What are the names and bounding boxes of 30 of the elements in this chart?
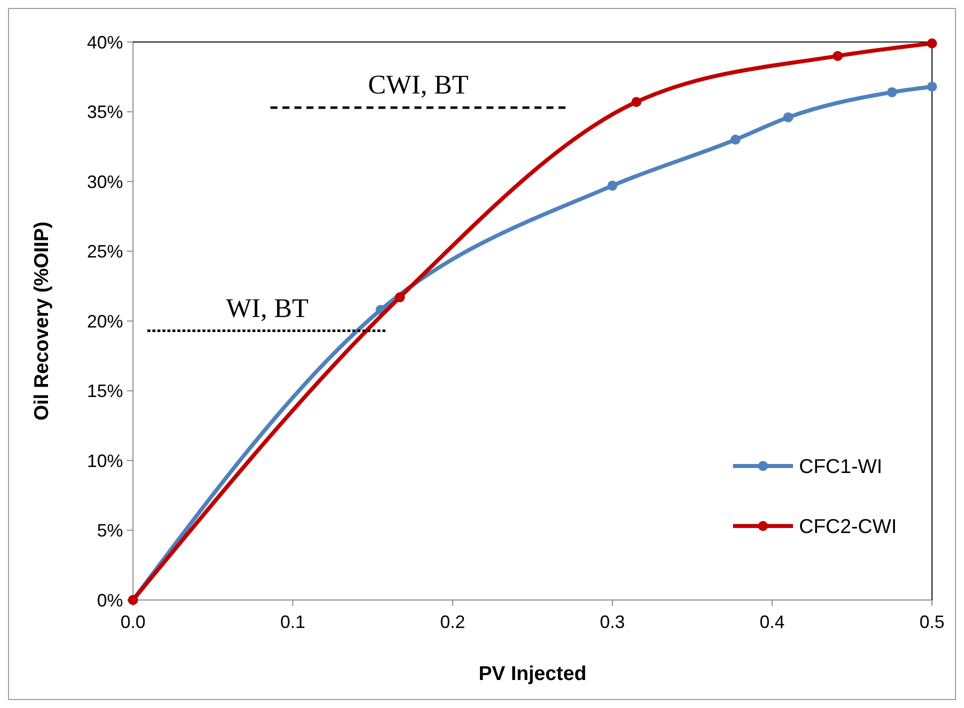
y-tick-label: 30%	[86, 172, 123, 192]
y-tick-label: 40%	[86, 32, 123, 52]
x-tick-label: 0.0	[120, 612, 146, 632]
y-tick-label: 20%	[86, 311, 123, 332]
legend-label: CFC2-CWI	[799, 516, 897, 538]
annotation: CWI, BT	[368, 70, 469, 100]
point	[783, 112, 794, 122]
point	[607, 180, 618, 191]
y-tick-label: 0%	[96, 590, 123, 610]
y-axis-title: Oil Recovery (%OIIP)	[31, 222, 53, 420]
x-tick-label: 0.4	[760, 612, 785, 632]
y-tick-label: 35%	[86, 102, 123, 122]
point	[927, 82, 937, 92]
annotation: WI, BT	[226, 292, 309, 323]
point	[631, 96, 642, 107]
x-tick-label: 0.5	[919, 612, 945, 632]
y-tick-label: 5%	[96, 520, 123, 541]
point	[730, 134, 740, 145]
point	[832, 50, 843, 61]
y-tick-label: 25%	[86, 242, 123, 262]
point	[927, 38, 937, 48]
y-tick-label: 10%	[86, 450, 123, 471]
legend-label: CFC1-WI	[799, 456, 882, 478]
x-tick-label: 0.1	[280, 612, 306, 632]
point	[394, 292, 405, 302]
x-tick-label: 0.2	[440, 612, 466, 632]
x-axis-title: PV Injected	[478, 663, 586, 685]
x-tick-label: 0.3	[600, 612, 625, 632]
point	[887, 87, 898, 98]
y-tick-label: 15%	[86, 381, 123, 402]
